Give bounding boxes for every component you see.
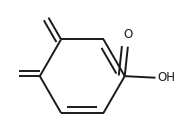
Text: OH: OH bbox=[157, 71, 175, 84]
Text: O: O bbox=[123, 28, 132, 41]
